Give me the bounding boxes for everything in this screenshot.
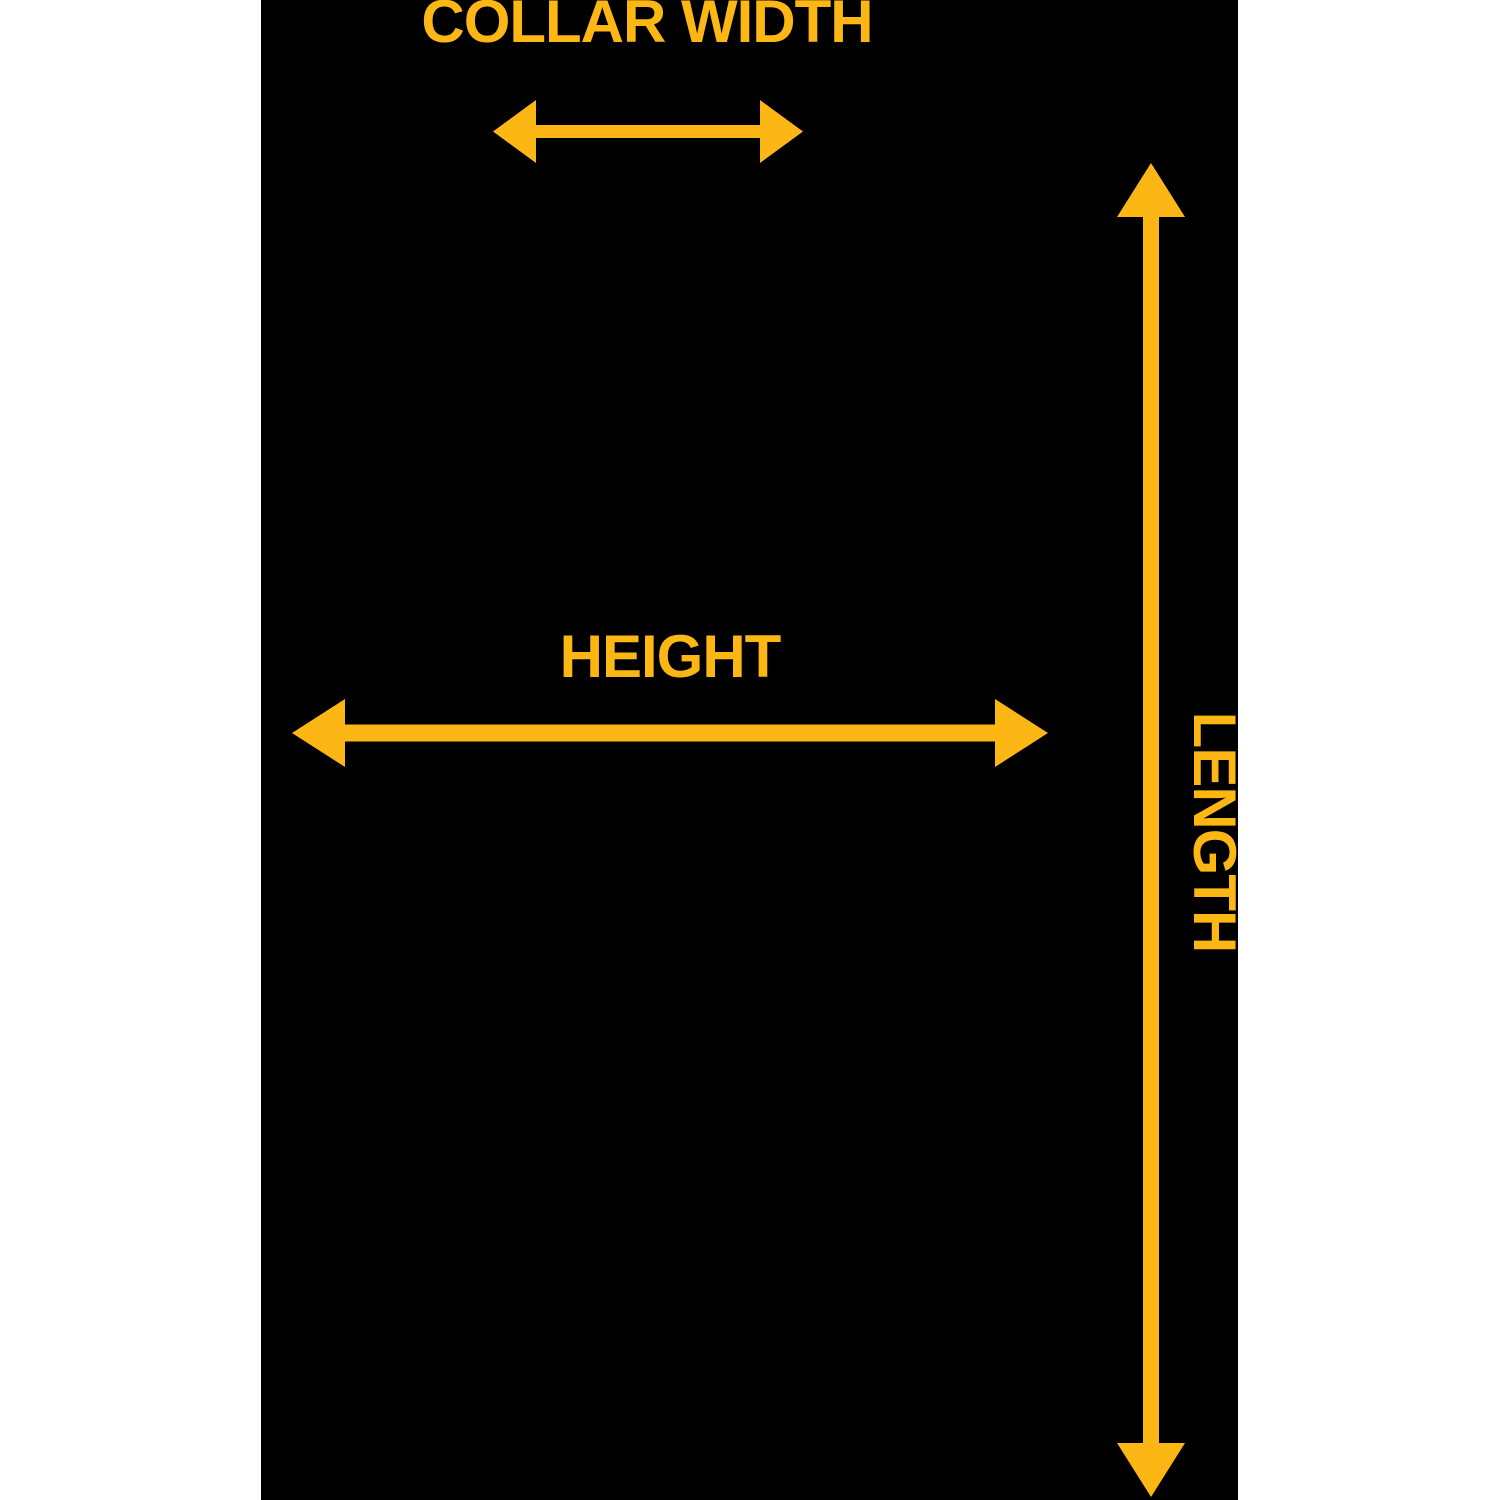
length-arrow	[1117, 163, 1185, 1497]
arrowhead-bottom-icon	[1117, 1443, 1185, 1497]
arrow-shaft	[1143, 213, 1159, 1447]
arrowhead-top-icon	[1117, 163, 1185, 217]
height-label: HEIGHT	[559, 623, 782, 690]
collar-width-label: COLLAR WIDTH	[421, 0, 873, 55]
collar-width-arrow	[493, 100, 803, 163]
length-label: LENGTH	[1181, 711, 1248, 953]
arrowhead-right-icon	[995, 699, 1048, 767]
height-arrow	[292, 699, 1048, 767]
arrowhead-right-icon	[760, 100, 803, 163]
arrow-shaft	[342, 724, 998, 742]
garment-silhouette	[261, 0, 1238, 1500]
arrowhead-left-icon	[493, 100, 536, 163]
arrow-shaft	[533, 125, 763, 138]
arrowhead-left-icon	[292, 699, 345, 767]
